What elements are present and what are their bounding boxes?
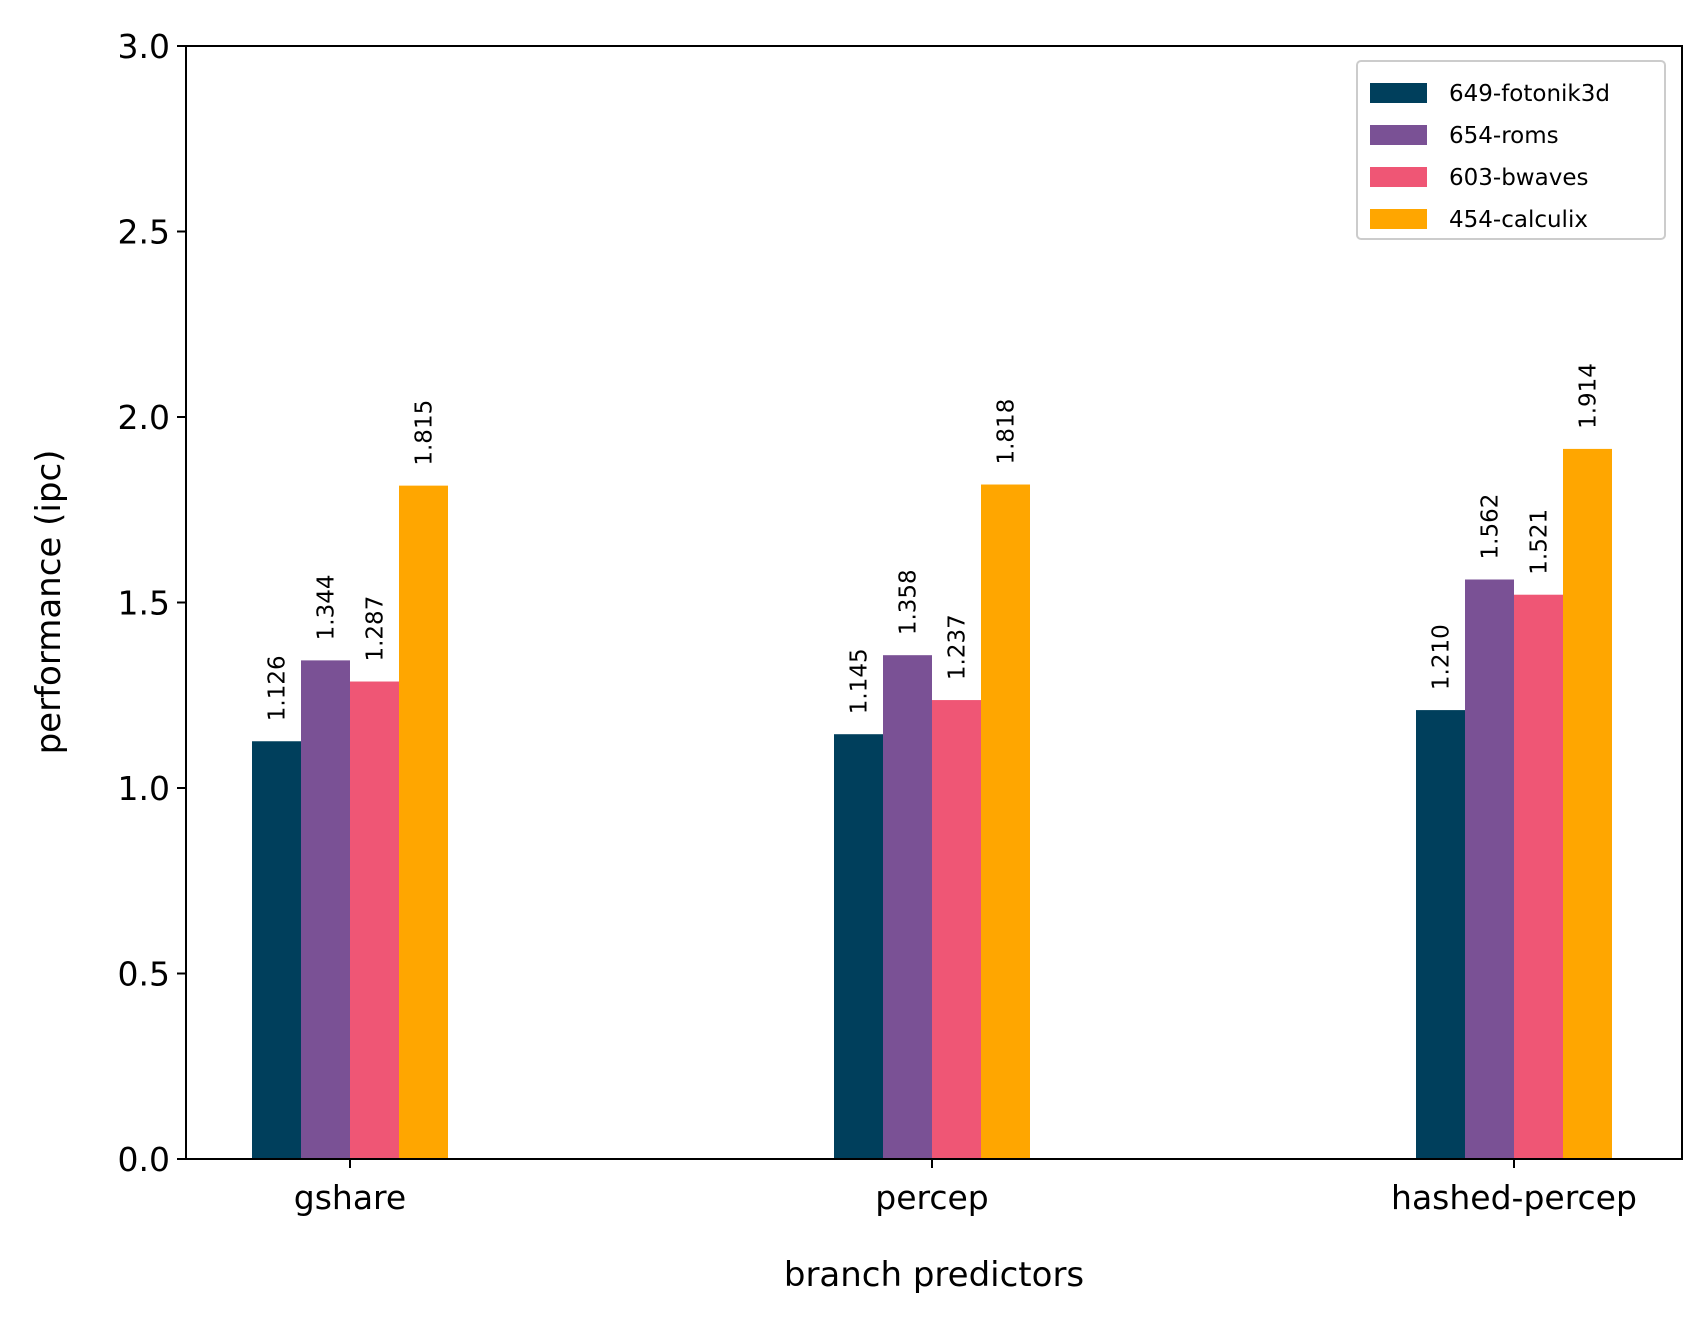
y-tick-label: 1.0 — [118, 769, 170, 808]
y-tick-label: 0.0 — [118, 1140, 170, 1179]
x-tick-label: hashed-percep — [1391, 1178, 1637, 1217]
data-label: 1.237 — [945, 614, 971, 680]
bars-group — [252, 448, 1612, 1160]
data-label: 1.815 — [412, 400, 438, 466]
data-label: 1.126 — [265, 655, 291, 721]
legend-label-454-calculix: 454-calculix — [1449, 207, 1588, 233]
data-label: 1.287 — [363, 596, 389, 662]
data-label: 1.344 — [314, 575, 340, 641]
data-label: 1.210 — [1429, 624, 1455, 690]
legend-swatch-603-bwaves — [1370, 167, 1427, 187]
bar-454-calculix-hashed-percep — [1563, 448, 1612, 1159]
bar-654-roms-gshare — [301, 660, 350, 1159]
legend-label-654-roms: 654-roms — [1449, 123, 1559, 149]
data-label: 1.521 — [1527, 509, 1553, 575]
bar-649-fotonik3d-hashed-percep — [1416, 710, 1465, 1159]
bar-454-calculix-gshare — [399, 485, 448, 1159]
legend-label-649-fotonik3d: 649-fotonik3d — [1449, 81, 1610, 107]
bar-649-fotonik3d-gshare — [252, 741, 301, 1159]
legend-swatch-454-calculix — [1370, 209, 1427, 229]
data-labels-group: 1.126 1.145 1.210 1.344 1.358 1.562 1.287 1.237… — [265, 363, 1602, 721]
legend-label-603-bwaves: 603-bwaves — [1449, 165, 1588, 191]
data-label: 1.358 — [896, 569, 922, 635]
legend-swatch-654-roms — [1370, 125, 1427, 145]
bar-654-roms-percep — [883, 655, 932, 1159]
bar-603-bwaves-percep — [932, 700, 981, 1159]
x-tick-label: gshare — [294, 1178, 406, 1217]
bar-454-calculix-percep — [981, 484, 1030, 1160]
x-axis-title: branch predictors — [784, 1255, 1084, 1295]
legend: 649-fotonik3d 654-roms 603-bwaves 454-calcu… — [1356, 60, 1666, 240]
y-tick-label: 2.5 — [118, 213, 170, 252]
y-tick-label: 0.5 — [118, 955, 170, 994]
bar-603-bwaves-gshare — [350, 681, 399, 1159]
y-axis: 0.0 0.5 1.0 1.5 2.0 2.5 3.0 — [118, 27, 186, 1179]
data-label: 1.562 — [1478, 494, 1504, 560]
data-label: 1.818 — [994, 399, 1020, 465]
y-tick-label: 3.0 — [118, 27, 170, 66]
bar-649-fotonik3d-percep — [834, 734, 883, 1159]
data-label: 1.914 — [1576, 363, 1602, 429]
x-tick-label: percep — [875, 1178, 989, 1217]
legend-swatch-649-fotonik3d — [1370, 83, 1427, 103]
y-tick-label: 2.0 — [118, 398, 170, 437]
data-label: 1.145 — [847, 648, 873, 714]
bar-654-roms-hashed-percep — [1465, 579, 1514, 1159]
y-tick-label: 1.5 — [118, 584, 170, 623]
legend-box — [1356, 60, 1666, 240]
bar-603-bwaves-hashed-percep — [1514, 594, 1563, 1159]
y-axis-title: performance (ipc) — [29, 450, 69, 755]
x-axis: gshare percep hashed-percep — [294, 1159, 1637, 1217]
